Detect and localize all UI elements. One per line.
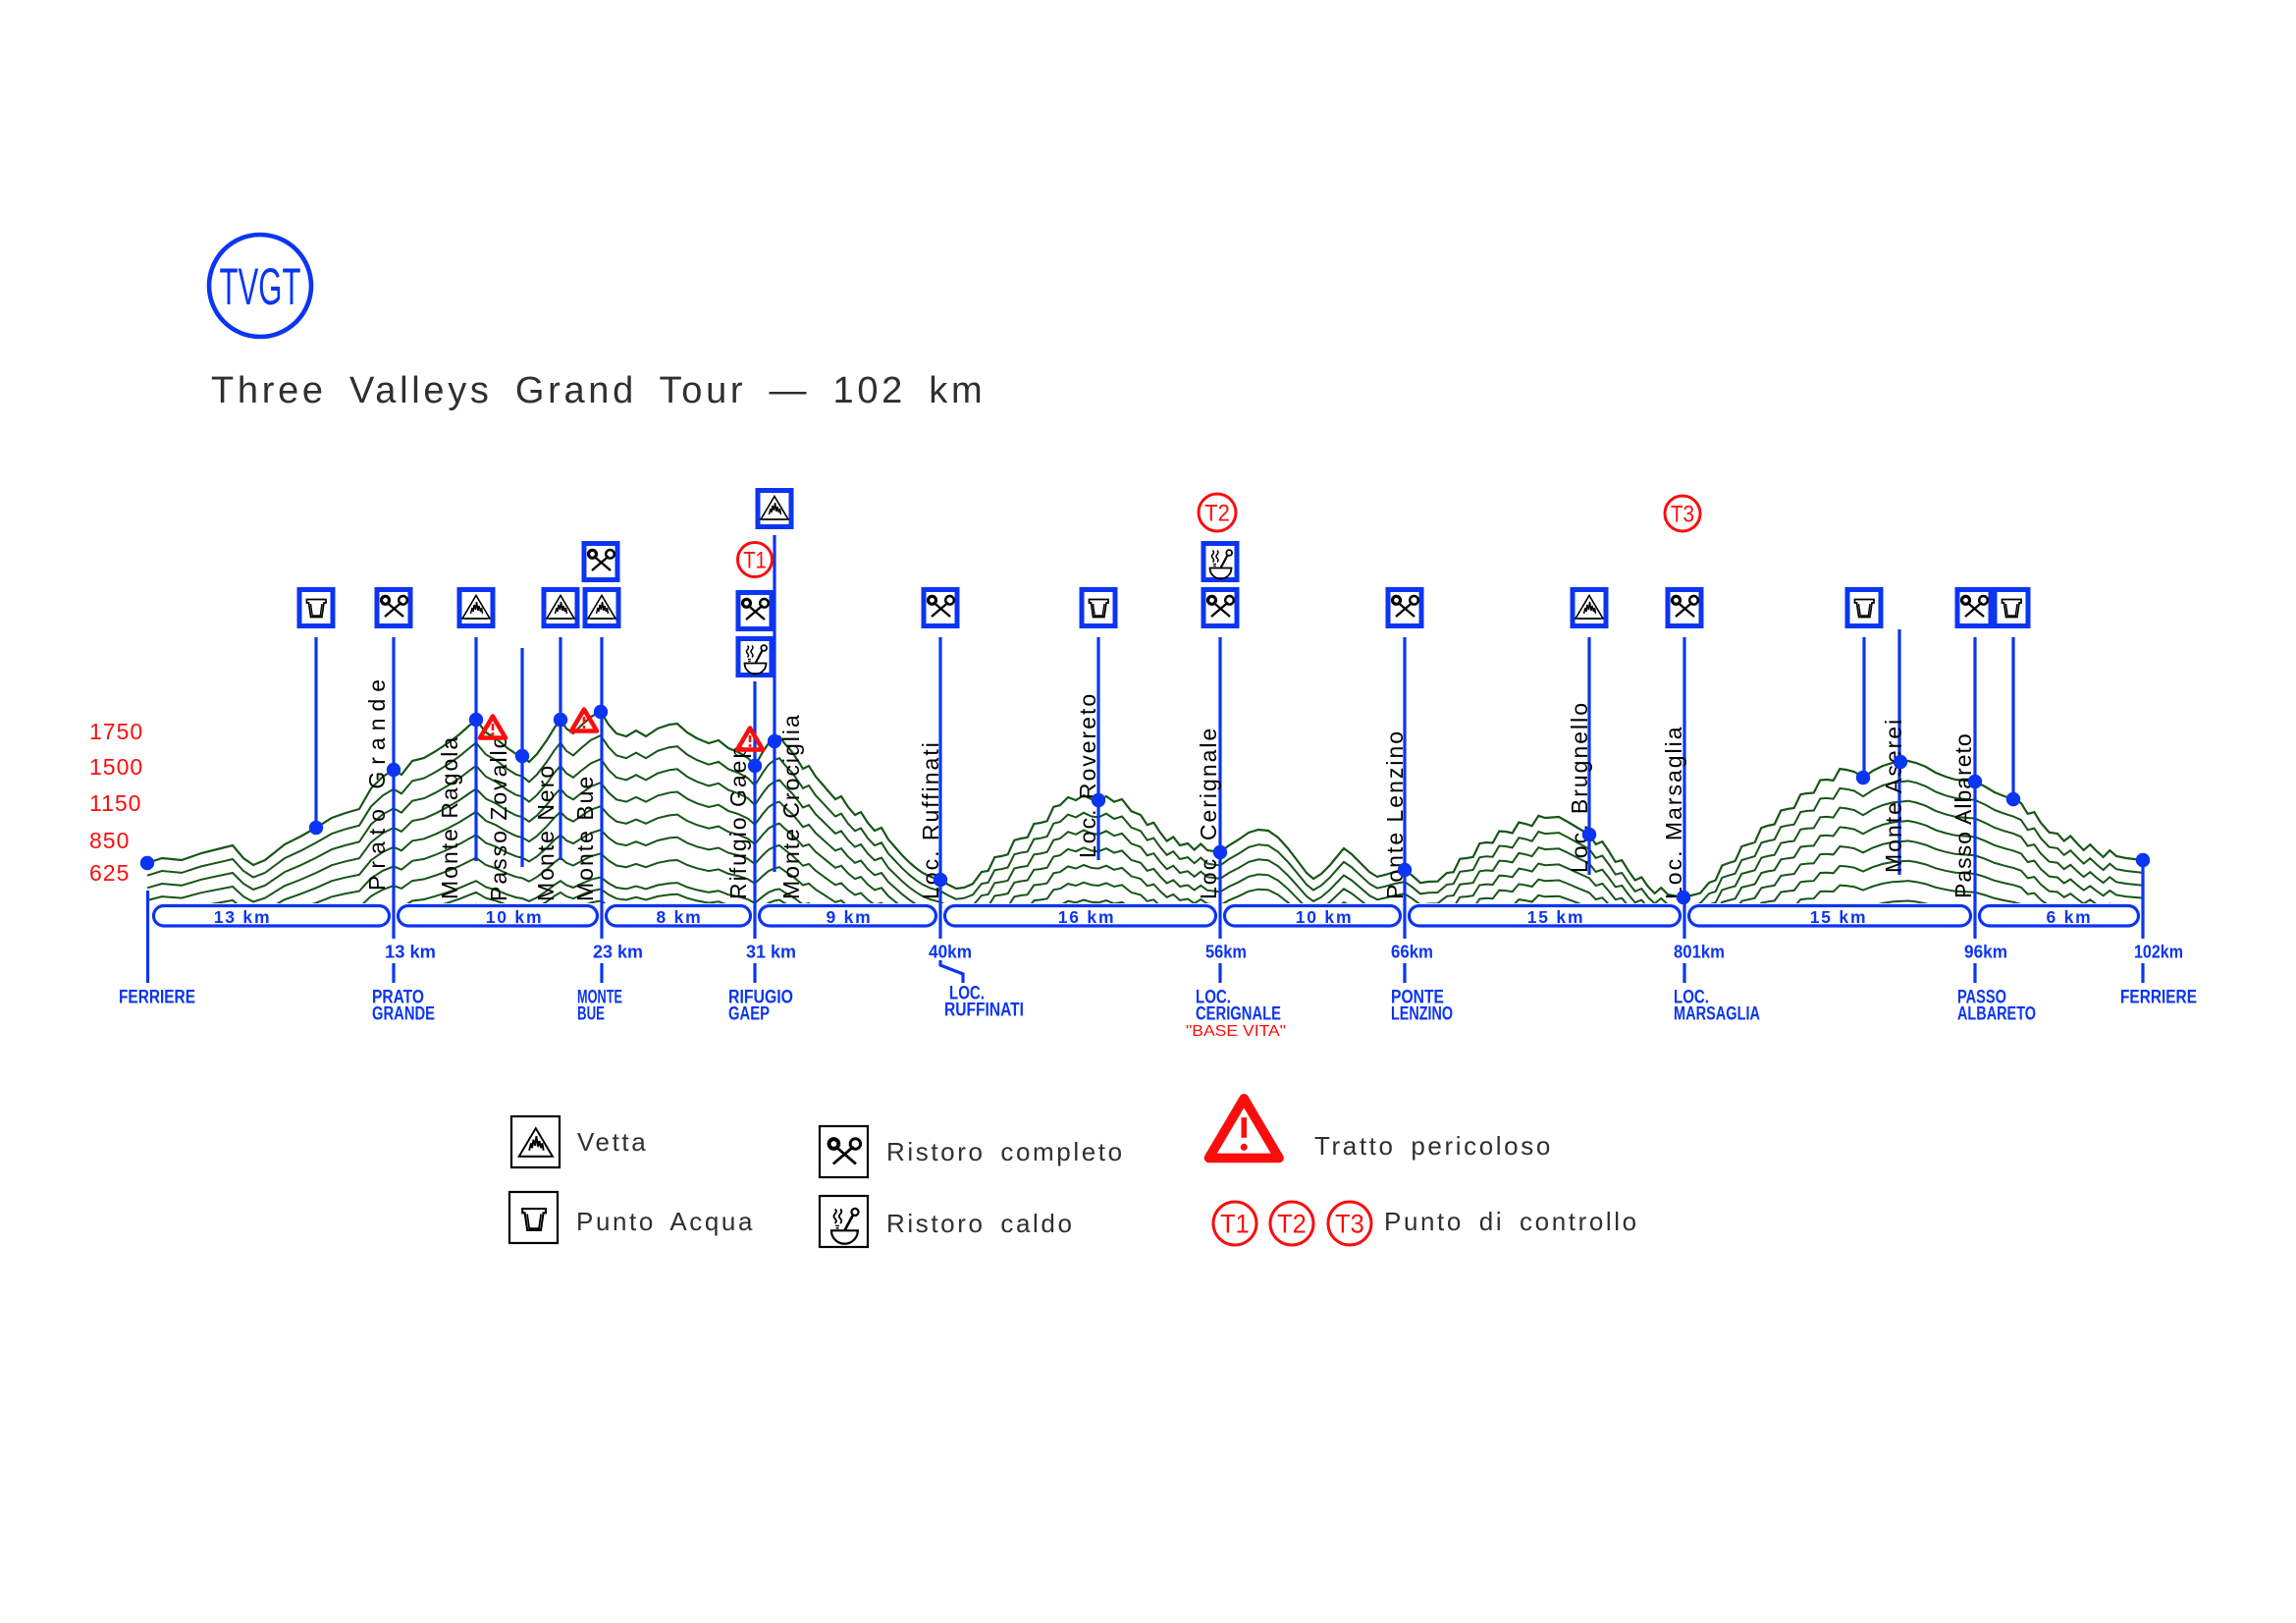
- svg-text:ALBARETO: ALBARETO: [1957, 1003, 2036, 1025]
- svg-text:"BASE VITA": "BASE VITA": [1186, 1023, 1286, 1040]
- svg-text:MONTE: MONTE: [577, 987, 622, 1008]
- svg-text:Punto di controllo: Punto di controllo: [1384, 1207, 1639, 1236]
- svg-text:10 km: 10 km: [486, 907, 544, 927]
- svg-text:GRANDE: GRANDE: [372, 1003, 435, 1025]
- svg-text:Monte Bue: Monte Bue: [572, 775, 598, 901]
- svg-text:Loc. Cerignale: Loc. Cerignale: [1196, 727, 1221, 899]
- svg-text:8 km: 8 km: [656, 907, 702, 927]
- svg-text:56km: 56km: [1205, 943, 1247, 962]
- svg-text:1750: 1750: [89, 719, 143, 744]
- svg-text:Tratto pericoloso: Tratto pericoloso: [1314, 1131, 1553, 1161]
- svg-text:15 km: 15 km: [1810, 907, 1868, 927]
- svg-text:Ristoro completo: Ristoro completo: [886, 1137, 1125, 1166]
- svg-text:Monte Nero: Monte Nero: [533, 764, 559, 901]
- svg-text:31 km: 31 km: [746, 943, 796, 962]
- svg-text:MARSAGLIA: MARSAGLIA: [1674, 1003, 1760, 1025]
- svg-text:102km: 102km: [2134, 943, 2183, 962]
- svg-text:LOC.: LOC.: [1674, 987, 1709, 1008]
- svg-text:PONTE: PONTE: [1391, 987, 1444, 1008]
- svg-text:1150: 1150: [89, 790, 141, 816]
- svg-text:FERRIERE: FERRIERE: [119, 987, 195, 1008]
- svg-text:GAEP: GAEP: [728, 1003, 770, 1025]
- svg-text:850: 850: [89, 828, 130, 853]
- svg-text:CERIGNALE: CERIGNALE: [1196, 1003, 1281, 1025]
- svg-text:T1: T1: [743, 548, 767, 574]
- svg-text:1500: 1500: [89, 754, 143, 780]
- svg-text:RUFFINATI: RUFFINATI: [944, 1000, 1024, 1021]
- svg-text:15 km: 15 km: [1527, 907, 1585, 927]
- svg-text:Passo Zovallo: Passo Zovallo: [486, 734, 511, 901]
- svg-text:Vetta: Vetta: [577, 1127, 648, 1157]
- svg-text:LENZINO: LENZINO: [1391, 1003, 1453, 1025]
- svg-text:BUE: BUE: [577, 1003, 605, 1025]
- svg-text:13 km: 13 km: [214, 907, 272, 927]
- svg-text:16 km: 16 km: [1058, 907, 1116, 927]
- svg-text:23 km: 23 km: [593, 943, 643, 962]
- svg-text:Monte Ragola: Monte Ragola: [437, 735, 462, 899]
- svg-text:10 km: 10 km: [1296, 907, 1354, 927]
- svg-text:TVGT: TVGT: [220, 258, 301, 316]
- svg-text:Rifugio Gaep: Rifugio Gaep: [725, 744, 751, 899]
- svg-text:6 km: 6 km: [2046, 907, 2092, 927]
- svg-text:801km: 801km: [1674, 943, 1725, 962]
- svg-text:625: 625: [89, 860, 130, 886]
- svg-text:LOC.: LOC.: [1196, 987, 1231, 1008]
- svg-text:96km: 96km: [1964, 943, 2007, 962]
- svg-text:Ristoro caldo: Ristoro caldo: [886, 1209, 1075, 1238]
- svg-text:T2: T2: [1204, 501, 1230, 527]
- svg-text:T3: T3: [1335, 1210, 1364, 1239]
- svg-text:Monte Aserei: Monte Aserei: [1881, 718, 1906, 873]
- svg-text:Prato Grande: Prato Grande: [364, 673, 390, 891]
- svg-text:Monte Crociglia: Monte Crociglia: [778, 713, 804, 899]
- svg-text:Three Valleys Grand Tour — 102: Three Valleys Grand Tour — 102 km: [211, 370, 986, 411]
- svg-text:Loc. Marsaglia: Loc. Marsaglia: [1661, 725, 1686, 899]
- svg-text:T3: T3: [1671, 502, 1694, 528]
- svg-text:PASSO: PASSO: [1957, 987, 2006, 1008]
- svg-text:13 km: 13 km: [385, 943, 436, 962]
- svg-text:Punto Acqua: Punto Acqua: [576, 1207, 755, 1236]
- svg-text:PRATO: PRATO: [372, 987, 424, 1008]
- svg-text:9 km: 9 km: [826, 907, 872, 927]
- svg-text:T1: T1: [1220, 1210, 1250, 1239]
- svg-text:Loc. Brugnello: Loc. Brugnello: [1567, 701, 1592, 873]
- svg-text:T2: T2: [1277, 1210, 1307, 1239]
- svg-text:66km: 66km: [1391, 943, 1433, 962]
- svg-text:Passo Albareto: Passo Albareto: [1950, 732, 1976, 898]
- svg-text:FERRIERE: FERRIERE: [2120, 987, 2197, 1008]
- svg-text:Loc. Rovereto: Loc. Rovereto: [1075, 692, 1100, 858]
- svg-text:RIFUGIO: RIFUGIO: [728, 987, 793, 1008]
- svg-text:LOC.: LOC.: [949, 983, 985, 1004]
- svg-text:40km: 40km: [929, 943, 972, 962]
